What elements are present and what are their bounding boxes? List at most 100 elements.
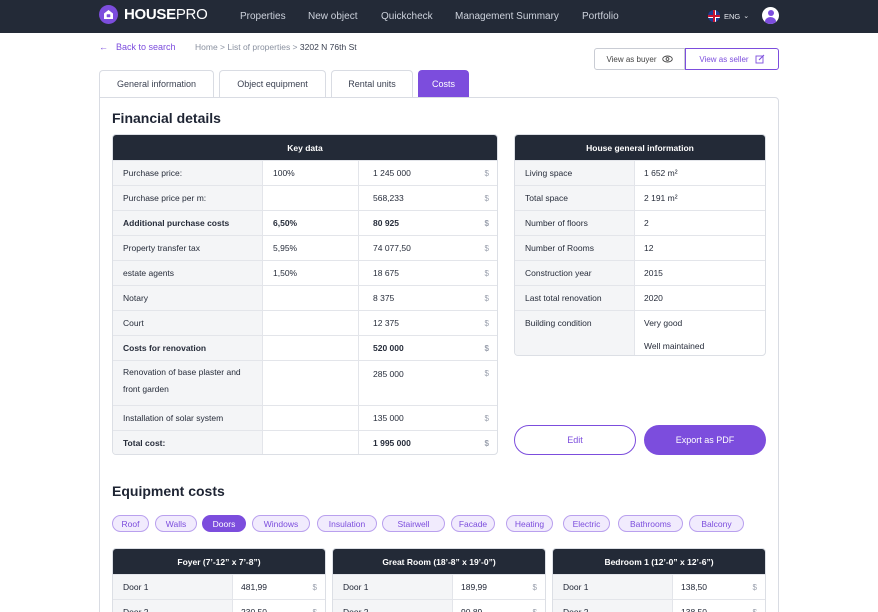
key-data-percent: 1,50% xyxy=(263,261,359,285)
value-text: 520 000 xyxy=(373,343,404,353)
logo[interactable]: HOUSEPRO xyxy=(99,5,208,24)
key-data-row: Purchase price per m: 568,233 $ xyxy=(113,185,497,210)
key-data-label: Costs for renovation xyxy=(113,336,263,360)
house-info-row: Total space 2 191 m² xyxy=(515,185,765,210)
key-data-value: 8 375 $ xyxy=(359,286,497,310)
currency-symbol: $ xyxy=(532,582,537,592)
brand-name: HOUSEPRO xyxy=(124,6,208,23)
key-data-value: 80 925 $ xyxy=(359,211,497,235)
uk-flag-icon xyxy=(708,10,720,22)
key-data-table: Key data Purchase price: 100% 1 245 000 $ Pu… xyxy=(112,134,498,455)
tab-object-equipment[interactable]: Object equipment xyxy=(219,70,326,97)
currency-symbol: $ xyxy=(484,369,489,378)
house-info-row: Last total renovation 2020 xyxy=(515,285,765,310)
room-item-label: Door 2 xyxy=(333,600,453,612)
value-text: 1 245 000 xyxy=(373,168,411,178)
edit-button[interactable]: Edit xyxy=(514,425,636,455)
house-info-label: Total space xyxy=(515,186,635,210)
currency-symbol: $ xyxy=(532,607,537,612)
user-avatar-icon[interactable] xyxy=(762,7,779,24)
key-data-value: 520 000 $ xyxy=(359,336,497,360)
key-data-label: estate agents xyxy=(113,261,263,285)
chip-heating[interactable]: Heating xyxy=(506,515,553,532)
breadcrumb-path[interactable]: Home > List of properties > xyxy=(195,42,298,52)
key-data-label: Additional purchase costs xyxy=(113,211,263,235)
chip-roof[interactable]: Roof xyxy=(112,515,149,532)
value-text: 135 000 xyxy=(373,413,404,423)
back-to-search-link[interactable]: ← Back to search xyxy=(99,42,176,52)
value-text: 74 077,50 xyxy=(373,243,411,253)
value-text: 1 995 000 xyxy=(373,438,411,448)
room-item-value: 138,50 $ xyxy=(673,600,765,612)
chip-insulation[interactable]: Insulation xyxy=(317,515,377,532)
chip-balcony[interactable]: Balcony xyxy=(689,515,744,532)
house-info-value: 1 652 m² xyxy=(644,168,678,178)
room-row: Door 1 189,99 $ xyxy=(333,574,545,599)
key-data-label: Purchase price: xyxy=(113,161,263,185)
key-data-value: 135 000 $ xyxy=(359,406,497,430)
currency-symbol: $ xyxy=(484,318,489,328)
chip-doors[interactable]: Doors xyxy=(202,515,246,532)
condition-value-2: Well maintained xyxy=(644,341,705,352)
key-data-label: Renovation of base plaster and front gar… xyxy=(113,361,263,405)
currency-symbol: $ xyxy=(484,293,489,303)
key-data-percent xyxy=(263,406,359,430)
key-data-row: Property transfer tax 5,95% 74 077,50 $ xyxy=(113,235,497,260)
view-as-seller-button[interactable]: View as seller xyxy=(685,48,779,70)
key-data-label: Court xyxy=(113,311,263,335)
house-info-label: Living space xyxy=(515,161,635,185)
nav-management-summary[interactable]: Management Summary xyxy=(455,11,559,22)
house-info-label: Number of floors xyxy=(515,211,635,235)
value-text: 12 375 xyxy=(373,318,399,328)
chip-facade[interactable]: Facade xyxy=(451,515,495,532)
house-info-value: 2 xyxy=(644,218,649,228)
tab-general-information[interactable]: General information xyxy=(99,70,214,97)
room-row: Door 2 230,50 $ xyxy=(113,599,325,612)
chip-windows[interactable]: Windows xyxy=(252,515,310,532)
nav-new-object[interactable]: New object xyxy=(308,11,358,22)
eye-icon xyxy=(661,55,673,63)
export-pdf-button[interactable]: Export as PDF xyxy=(644,425,766,455)
value-text: 568,233 xyxy=(373,193,404,203)
financial-details-heading: Financial details xyxy=(112,110,221,126)
key-data-row: Costs for renovation 520 000 $ xyxy=(113,335,497,360)
house-info-value: 2015 xyxy=(644,268,663,278)
chip-stairwell[interactable]: Stairwell xyxy=(382,515,445,532)
room-row: Door 1 138,50 $ xyxy=(553,574,765,599)
house-info-value: 2020 xyxy=(644,293,663,303)
house-info-value: Very good Well maintained xyxy=(635,311,765,355)
key-data-label: Purchase price per m: xyxy=(113,186,263,210)
breadcrumb-current: 3202 N 76th St xyxy=(299,42,357,52)
nav-quickcheck[interactable]: Quickcheck xyxy=(381,11,433,22)
currency-symbol: $ xyxy=(752,607,757,612)
house-info-row: Construction year 2015 xyxy=(515,260,765,285)
house-info-row: Living space 1 652 m² xyxy=(515,160,765,185)
key-data-value: 285 000 $ xyxy=(359,361,497,405)
nav-portfolio[interactable]: Portfolio xyxy=(582,11,619,22)
value-text: 90,89 xyxy=(461,607,483,612)
currency-symbol: $ xyxy=(312,607,317,612)
view-as-buyer-button[interactable]: View as buyer xyxy=(594,48,685,70)
key-data-row: Additional purchase costs 6,50% 80 925 $ xyxy=(113,210,497,235)
value-text: 285 000 xyxy=(373,369,404,379)
key-data-value: 1 995 000 $ xyxy=(359,431,497,454)
key-data-value: 74 077,50 $ xyxy=(359,236,497,260)
value-text: 8 375 xyxy=(373,293,395,303)
chevron-down-icon: ⌄ xyxy=(743,13,750,20)
house-info-row: Number of floors 2 xyxy=(515,210,765,235)
value-text: 481,99 xyxy=(241,582,267,592)
room-item-value: 90,89 $ xyxy=(453,600,545,612)
room-cost-table: Bedroom 1 (12’-0” x 12’-6”) Door 1 138,50 $… xyxy=(552,548,766,612)
chip-electric[interactable]: Electric xyxy=(563,515,610,532)
tab-rental-units[interactable]: Rental units xyxy=(331,70,413,97)
room-item-label: Door 2 xyxy=(113,600,233,612)
tab-costs[interactable]: Costs xyxy=(418,70,469,97)
room-item-label: Door 1 xyxy=(333,575,453,599)
house-info-value: 2 191 m² xyxy=(644,193,678,203)
chip-bathrooms[interactable]: Bathrooms xyxy=(618,515,683,532)
currency-symbol: $ xyxy=(484,193,489,203)
key-data-percent: 5,95% xyxy=(263,236,359,260)
nav-properties[interactable]: Properties xyxy=(240,11,286,22)
language-selector[interactable]: ENG ⌄ xyxy=(708,10,749,22)
chip-walls[interactable]: Walls xyxy=(155,515,197,532)
